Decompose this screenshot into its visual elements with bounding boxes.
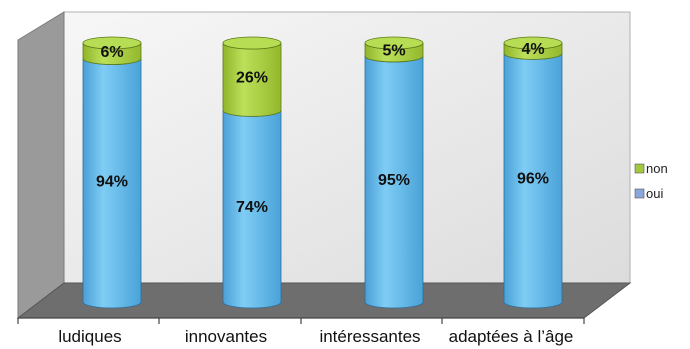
cylinder-2: 74% 26% [222, 36, 282, 309]
data-label-oui: 95% [378, 172, 410, 189]
data-label-oui: 96% [517, 171, 549, 188]
legend-label-oui: oui [646, 186, 663, 201]
data-label-non: 6% [100, 44, 123, 61]
data-label-non: 4% [521, 41, 544, 58]
data-label-non: 26% [236, 70, 268, 87]
category-label: adaptées à l’âge [449, 327, 574, 346]
data-label-oui: 74% [236, 199, 268, 216]
cylinder-top-cap [503, 36, 563, 50]
bars-group: 94% 6% 74% 26% 95% 5% 96% 4% [82, 36, 563, 309]
cylinder-top-cap [82, 36, 142, 50]
category-label: intéressantes [319, 327, 420, 346]
data-label-oui: 94% [96, 173, 128, 190]
cylinder-top-cap [364, 36, 424, 50]
cylinder-top-cap [222, 36, 282, 50]
legend: non oui [634, 161, 668, 201]
cylinder-3: 95% 5% [364, 36, 424, 309]
category-label: innovantes [185, 327, 267, 346]
category-label: ludiques [58, 327, 121, 346]
legend-swatch-oui [634, 188, 645, 199]
side-wall [17, 11, 65, 320]
category-labels: ludiques innovantes intéressantes adaptées … [58, 327, 573, 346]
cylinder-1: 94% 6% [82, 36, 142, 309]
cylinder-4: 96% 4% [503, 36, 563, 309]
legend-label-non: non [646, 161, 668, 176]
legend-swatch-non [634, 163, 645, 174]
data-label-non: 5% [382, 43, 405, 60]
